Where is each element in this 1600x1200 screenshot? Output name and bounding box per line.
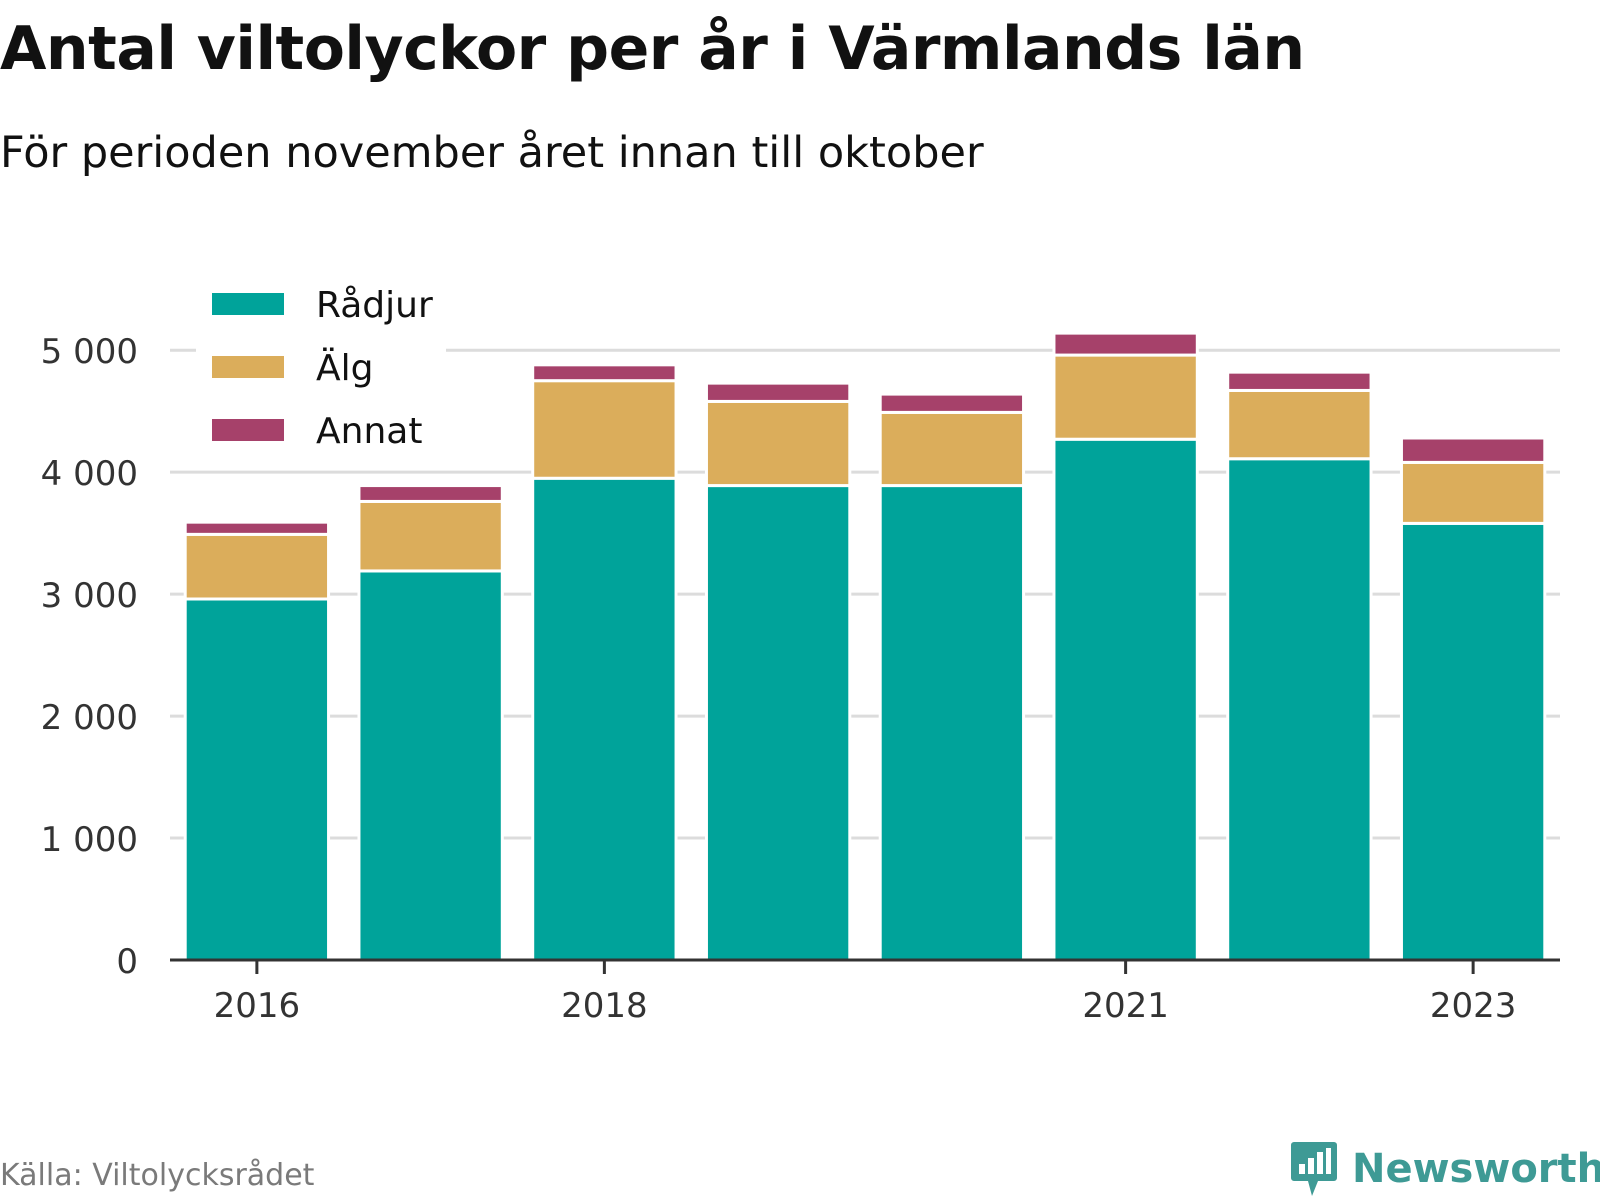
x-tick-label: 2021: [1082, 986, 1169, 1026]
y-tick-label: 1 000: [41, 820, 138, 860]
bars: [183, 331, 1547, 962]
bar-segment-Älg-2016: [183, 532, 331, 601]
bar-stack-2020: [878, 392, 1026, 962]
bar-stack-2021: [1052, 331, 1199, 962]
bar-stack-2017: [357, 484, 504, 962]
bar-segment-Älg-2020: [878, 410, 1026, 488]
bar-stack-2018: [531, 363, 678, 962]
bar-segment-Rådjur-2023: [1399, 521, 1547, 962]
newsworthy-logo: Newsworthy: [1290, 1140, 1600, 1198]
bar-stack-2023: [1399, 436, 1547, 962]
bar-stack-2016: [183, 520, 331, 962]
chart-title: Antal viltolyckor per år i Värmlands län: [0, 14, 1305, 84]
bar-chart-speech-bubble-icon: [1291, 1142, 1337, 1196]
bar-segment-Annat-2022: [1226, 370, 1373, 392]
bar-segment-Rådjur-2016: [183, 597, 331, 962]
bar-segment-Annat-2020: [878, 392, 1026, 414]
bar-segment-Rådjur-2018: [531, 476, 678, 962]
bar-segment-Älg-2018: [531, 379, 678, 480]
legend-swatch-Annat: [212, 419, 284, 441]
legend-swatch-Älg: [212, 356, 284, 378]
bar-segment-Annat-2023: [1399, 436, 1547, 464]
bar-stack-2022: [1226, 370, 1373, 962]
bar-segment-Älg-2023: [1399, 460, 1547, 525]
legend-swatch-Rådjur: [212, 293, 284, 315]
bar-segment-Annat-2018: [531, 363, 678, 383]
source-note: Källa: Viltolycksrådet: [0, 1158, 315, 1193]
bar-segment-Älg-2017: [357, 499, 504, 573]
bar-segment-Annat-2021: [1052, 331, 1199, 357]
bar-segment-Älg-2019: [704, 399, 852, 488]
bar-segment-Rådjur-2020: [878, 484, 1026, 962]
y-tick-label: 5 000: [41, 332, 138, 372]
x-tick-label: 2018: [561, 986, 648, 1026]
legend: Rådjur Älg Annat: [196, 276, 446, 458]
chart-subtitle: För perioden november året innan till ok…: [0, 128, 984, 178]
bar-segment-Rådjur-2017: [357, 569, 504, 962]
legend-label-Rådjur: Rådjur: [316, 285, 433, 326]
bar-segment-Rådjur-2019: [704, 484, 852, 962]
y-tick-label: 4 000: [41, 454, 138, 494]
y-tick-label: 3 000: [41, 576, 138, 616]
bar-segment-Annat-2019: [704, 381, 852, 403]
axes: 0 1 000 2 000 3 000 4 000 5 000 2016 2018 2021 20…: [41, 332, 1560, 1026]
legend-label-Annat: Annat: [316, 411, 422, 452]
bar-segment-Älg-2022: [1226, 388, 1373, 461]
bar-segment-Rådjur-2021: [1052, 437, 1199, 962]
x-tick-label: 2023: [1430, 986, 1517, 1026]
legend-label-Älg: Älg: [316, 347, 373, 389]
y-tick-label: 0: [116, 942, 138, 982]
bar-stack-2019: [704, 381, 852, 962]
y-tick-label: 2 000: [41, 698, 138, 738]
bar-segment-Älg-2021: [1052, 353, 1199, 441]
bar-segment-Annat-2016: [183, 520, 331, 536]
bar-segment-Annat-2017: [357, 484, 504, 503]
brand-name: Newsworthy: [1352, 1146, 1600, 1192]
bar-segment-Rådjur-2022: [1226, 457, 1373, 962]
x-tick-label: 2016: [214, 986, 301, 1026]
